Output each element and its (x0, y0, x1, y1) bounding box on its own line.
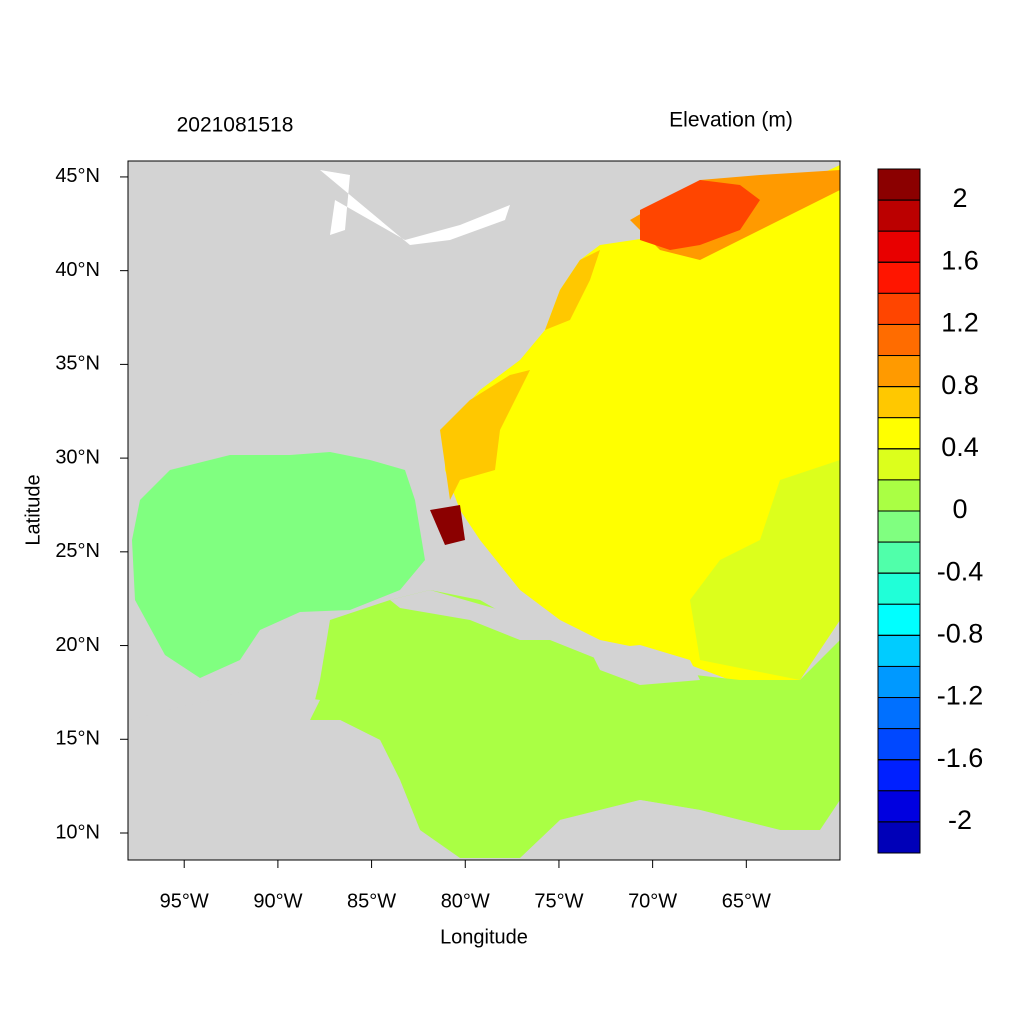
y-tick-label: 25°N (55, 540, 100, 562)
y-tick-label: 15°N (55, 728, 100, 750)
x-axis-label: Longitude (440, 926, 528, 948)
colorbar-label: -0.8 (937, 618, 984, 648)
title-right: Elevation (m) (669, 109, 793, 132)
colorbar-label: -2 (948, 805, 972, 835)
x-tick-label: 70°W (628, 890, 677, 912)
colorbar-label: -1.2 (937, 681, 984, 711)
florida-surge (430, 505, 465, 545)
colorbar-label: 0.8 (941, 370, 979, 400)
colorbar-label: 2 (952, 183, 967, 213)
colorbar-label: 1.2 (941, 308, 979, 338)
colorbar-box (877, 541, 921, 574)
y-tick-label: 40°N (55, 259, 100, 281)
mid-atlantic-band (545, 250, 600, 330)
x-tick-label: 85°W (347, 890, 396, 912)
map-frame (127, 160, 841, 861)
caribbean (310, 590, 840, 858)
gulf-of-mexico (132, 452, 425, 678)
colorbar-box (877, 261, 921, 294)
coastal-band (440, 370, 530, 500)
colorbar-box (877, 821, 921, 854)
colorbar-box (877, 355, 921, 388)
colorbar-label: 1.6 (941, 245, 979, 275)
colorbar-label: 0.4 (941, 432, 979, 462)
x-tick-label: 75°W (534, 890, 583, 912)
colorbar-box (877, 572, 921, 605)
colorbar-box (877, 697, 921, 730)
colorbar-box (877, 759, 921, 792)
colorbar-box (877, 230, 921, 263)
colorbar-box (877, 634, 921, 667)
y-tick-label: 30°N (55, 446, 100, 468)
colorbar-box (877, 386, 921, 419)
y-tick-label: 10°N (55, 821, 100, 843)
gulf-of-maine-core (640, 180, 760, 250)
colorbar-box (877, 417, 921, 450)
atlantic-east (690, 460, 840, 680)
colorbar-label: -0.4 (937, 556, 984, 586)
colorbar-box (877, 199, 921, 232)
colorbar-box (877, 728, 921, 761)
y-tick-label: 20°N (55, 634, 100, 656)
great-lakes (320, 170, 510, 245)
colorbar-box (877, 790, 921, 823)
map-field (128, 161, 840, 860)
x-tick-label: 80°W (441, 890, 490, 912)
colorbar-label: 0 (952, 494, 967, 524)
x-tick-label: 65°W (722, 890, 771, 912)
hispaniola (590, 645, 700, 685)
colorbar-label: -1.6 (937, 743, 984, 773)
south-america (540, 800, 840, 860)
colorbar-box (877, 479, 921, 512)
colorbar-box (877, 510, 921, 543)
colorbar-box (877, 665, 921, 699)
colorbar-box (877, 603, 921, 636)
colorbar-box (877, 168, 921, 201)
colorbar-box (877, 292, 921, 325)
x-tick-label: 90°W (253, 890, 302, 912)
y-axis-label: Latitude (22, 474, 44, 545)
cuba (390, 590, 560, 640)
colorbar-box (877, 323, 921, 357)
colorbar-box (877, 448, 921, 481)
y-tick-label: 45°N (55, 165, 100, 187)
central-america (128, 690, 440, 860)
y-tick-label: 35°N (55, 353, 100, 375)
x-tick-label: 95°W (160, 890, 209, 912)
title-left: 2021081518 (177, 114, 294, 137)
